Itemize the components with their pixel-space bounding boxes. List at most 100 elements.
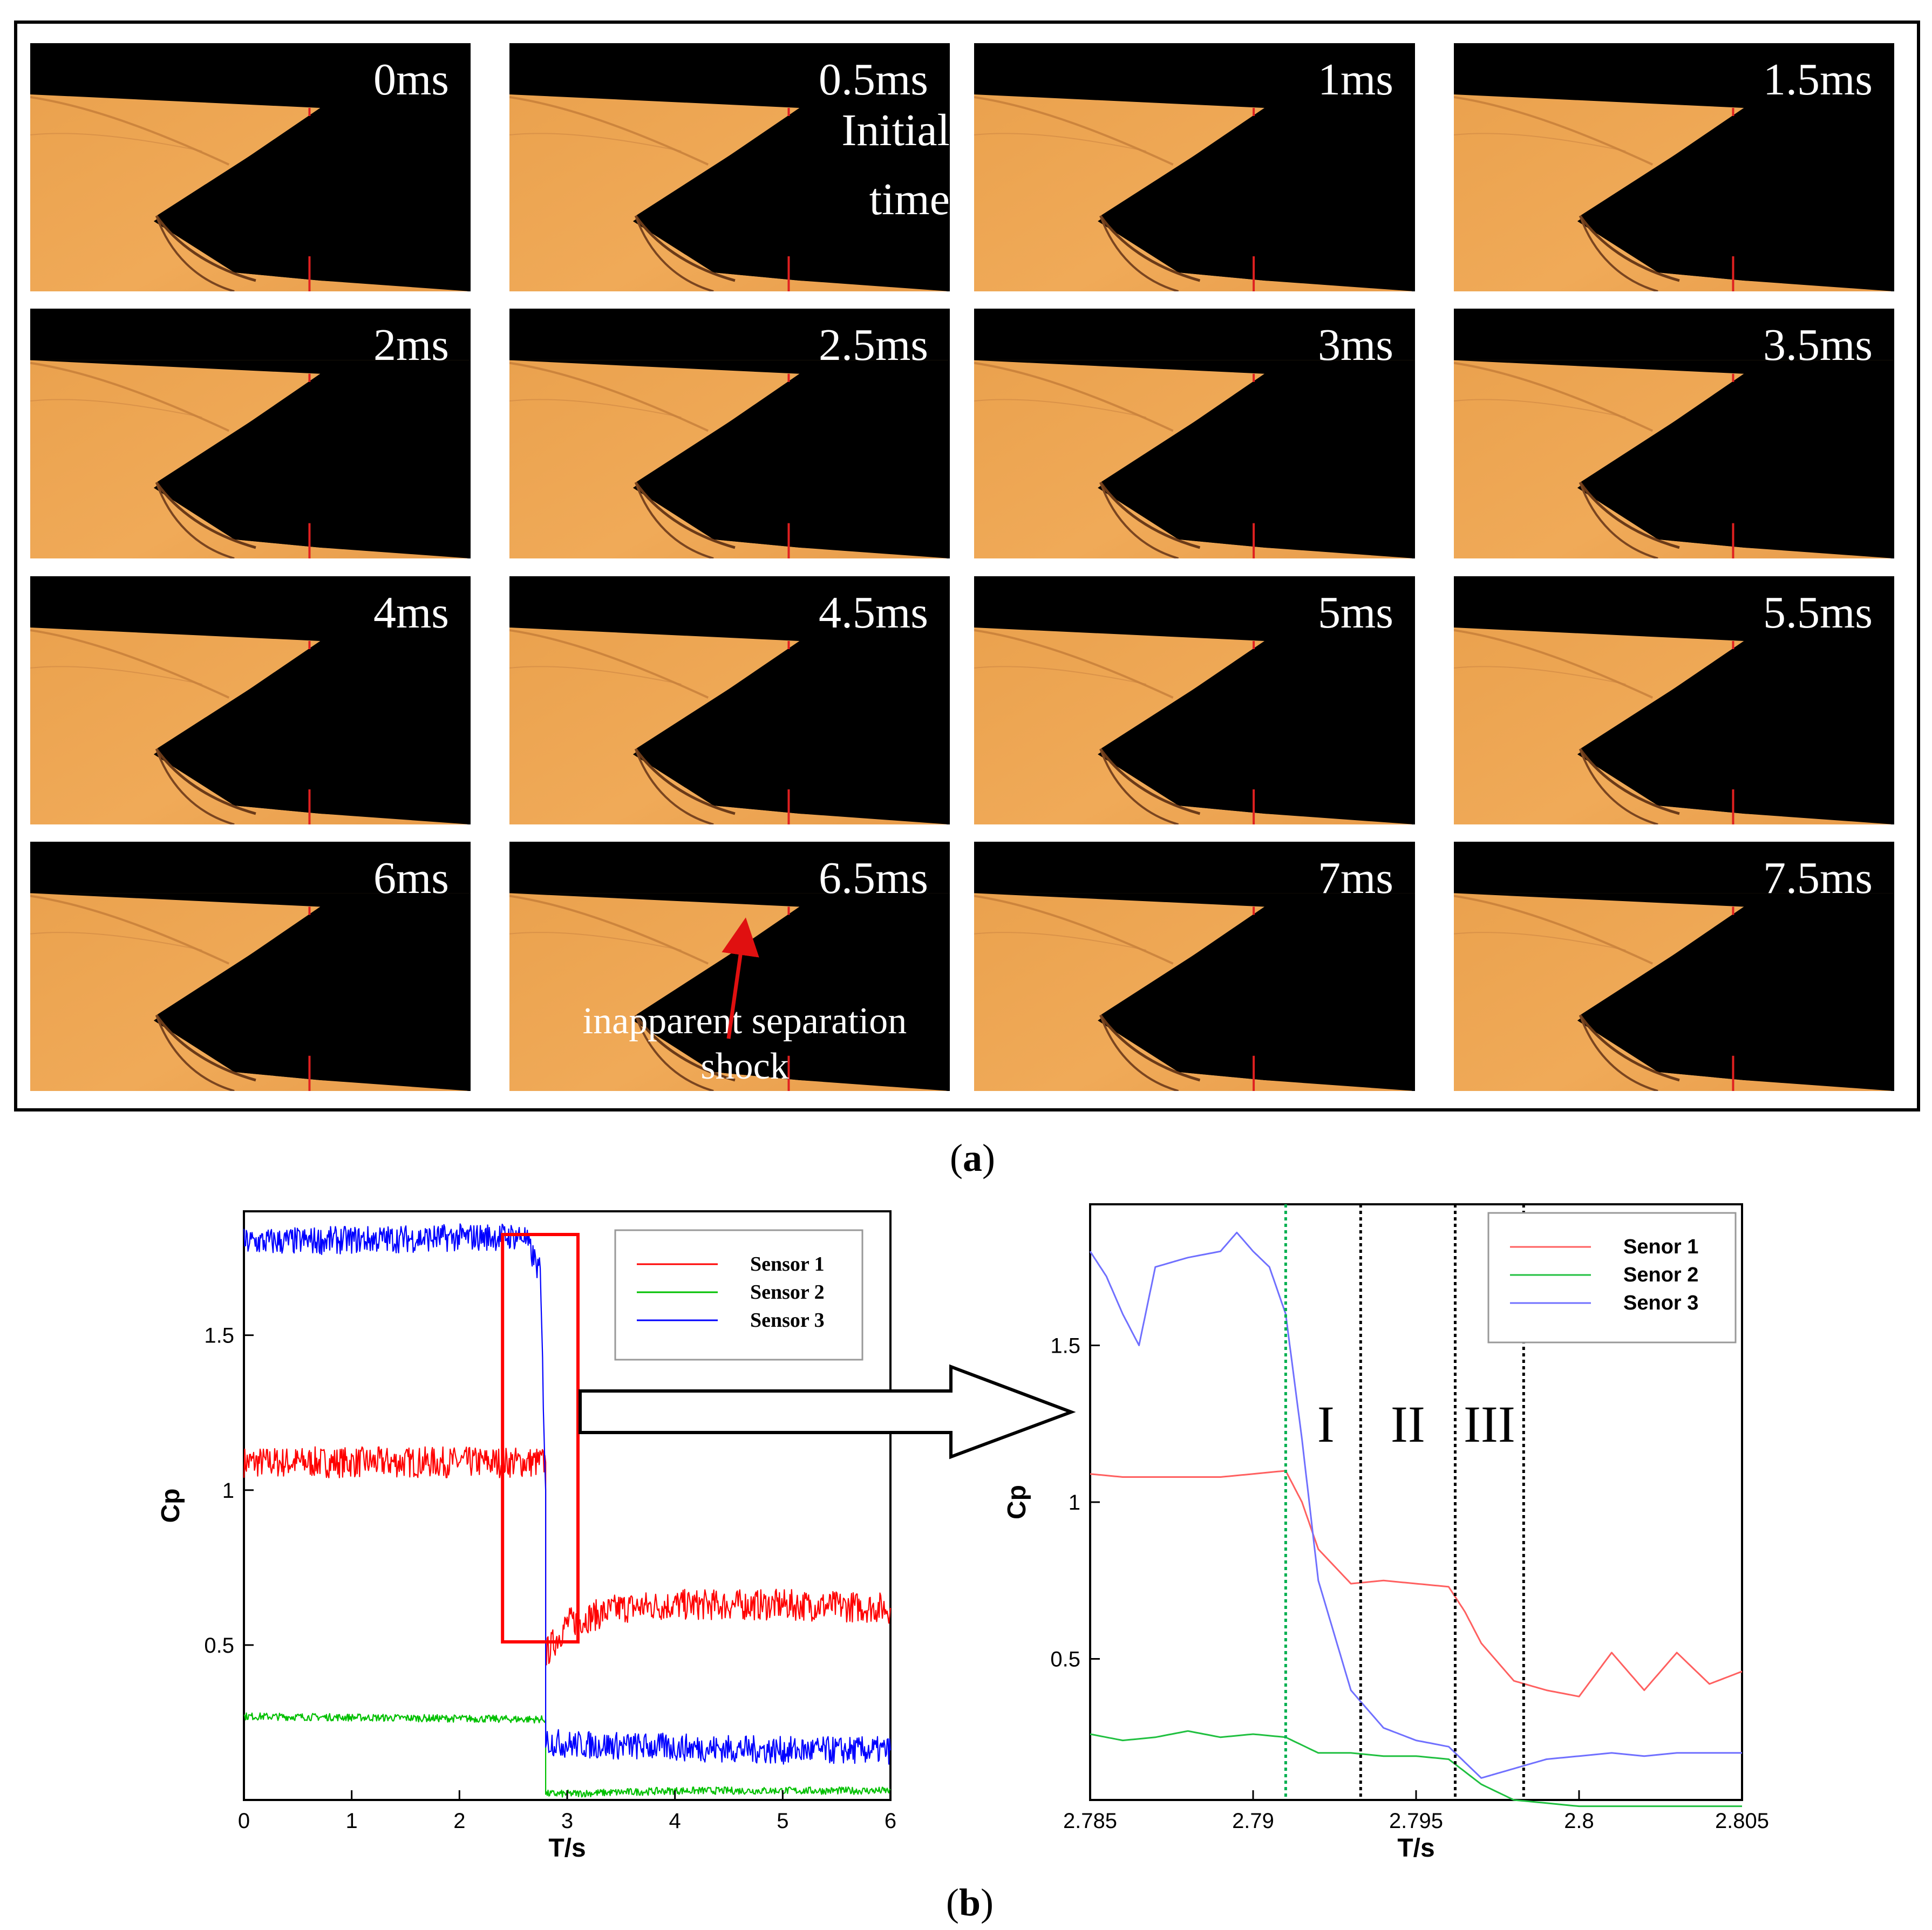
y-tick-label: 0.5 (204, 1634, 234, 1658)
legend-label: Sensor 3 (750, 1309, 825, 1332)
x-tick-label: 2.79 (1232, 1809, 1274, 1833)
schlieren-frame: 7.5ms (1454, 842, 1894, 1091)
schlieren-frame: 4ms (30, 576, 471, 824)
frame-time-label: 5.5ms (1763, 588, 1873, 638)
x-axis-label: T/s (548, 1834, 586, 1863)
y-axis-label: Cp (157, 1489, 185, 1523)
series-line-1 (1090, 1470, 1743, 1697)
x-tick-label: 2.795 (1389, 1809, 1443, 1833)
annotation-line2: shock (700, 1046, 789, 1087)
region-label: II (1391, 1395, 1425, 1453)
frame-time-label: 0.5ms (818, 54, 928, 105)
x-tick-label: 2.8 (1564, 1809, 1594, 1833)
zoom-arrow-icon (579, 1364, 1076, 1460)
schlieren-image (1454, 576, 1894, 824)
schlieren-image (974, 576, 1415, 824)
schlieren-frame: 6.5ms (509, 842, 950, 1091)
x-tick-label: 2.805 (1715, 1809, 1769, 1833)
legend-box (1487, 1212, 1737, 1344)
frame-time-label: 3ms (1317, 320, 1393, 370)
legend-label: Senor 1 (1623, 1236, 1698, 1258)
y-tick-label: 1 (222, 1479, 234, 1503)
frame-time-label: 0ms (373, 54, 449, 105)
zoom-highlight-box (501, 1233, 580, 1643)
legend-box (614, 1229, 863, 1361)
y-axis-label: Cp (1003, 1485, 1031, 1519)
x-tick-label: 2 (453, 1809, 465, 1833)
schlieren-frame: 2.5ms (509, 309, 950, 558)
initial-time-line1: Initial (841, 105, 950, 155)
schlieren-frame: 1ms (974, 43, 1415, 291)
schlieren-frame: 2ms (30, 309, 471, 558)
initial-time-line2: time (869, 174, 950, 224)
frame-time-label: 5ms (1317, 588, 1393, 638)
panel-b-letter: b (958, 1881, 981, 1924)
schlieren-frame: 7ms (974, 842, 1415, 1091)
series-line-1 (243, 1446, 892, 1666)
schlieren-frame: 5.5ms (1454, 576, 1894, 824)
schlieren-image (974, 43, 1415, 291)
x-tick-label: 6 (885, 1809, 896, 1833)
schlieren-image (509, 842, 950, 1091)
frame-time-label: 1ms (1317, 54, 1393, 105)
schlieren-image (30, 43, 471, 291)
x-tick-label: 1 (346, 1809, 358, 1833)
frame-time-label: 2ms (373, 320, 449, 370)
x-tick-label: 4 (669, 1809, 681, 1833)
schlieren-frame: 5ms (974, 576, 1415, 824)
red-arrow-icon (722, 917, 759, 1039)
x-tick-label: 3 (561, 1809, 573, 1833)
legend-label: Senor 3 (1623, 1292, 1698, 1314)
panel-a-caption: (a) (950, 1136, 995, 1179)
frame-time-label: 4ms (373, 588, 449, 638)
x-tick-label: 5 (777, 1809, 788, 1833)
frame-time-label: 6.5ms (818, 853, 928, 903)
panel-b-caption: (b) (946, 1881, 994, 1924)
frame-time-label: 4.5ms (818, 588, 928, 638)
schlieren-image (974, 309, 1415, 558)
schlieren-image (30, 842, 471, 1091)
schlieren-image (1454, 309, 1894, 558)
frame-time-label: 6ms (373, 853, 449, 903)
y-tick-label: 1 (1069, 1491, 1080, 1515)
schlieren-image (509, 309, 950, 558)
legend-label: Sensor 2 (750, 1281, 825, 1304)
schlieren-image (509, 576, 950, 824)
region-label: I (1317, 1395, 1335, 1453)
x-tick-label: 0 (238, 1809, 250, 1833)
legend-label: Senor 2 (1623, 1264, 1698, 1286)
schlieren-image (30, 576, 471, 824)
schlieren-image (1454, 43, 1894, 291)
frame-time-label: 7.5ms (1763, 853, 1873, 903)
annotation-line1: inapparent separation (582, 1000, 907, 1042)
schlieren-frame: 0.5ms (509, 43, 950, 291)
frame-time-label: 2.5ms (818, 320, 928, 370)
series-line-2 (1090, 1730, 1742, 1808)
schlieren-frame: 3ms (974, 309, 1415, 558)
x-axis-label: T/s (1397, 1834, 1434, 1863)
panel-a-letter: a (962, 1136, 982, 1179)
schlieren-image (974, 842, 1415, 1091)
series-line-3 (1089, 1231, 1742, 1779)
frame-time-label: 3.5ms (1763, 320, 1873, 370)
x-tick-label: 2.785 (1063, 1809, 1117, 1833)
schlieren-frame: 1.5ms (1454, 43, 1894, 291)
y-tick-label: 1.5 (1050, 1334, 1080, 1358)
schlieren-image (1454, 842, 1894, 1091)
schlieren-image (30, 309, 471, 558)
schlieren-image (509, 43, 950, 291)
schlieren-frame: 0ms (30, 43, 471, 291)
schlieren-frame: 6ms (30, 842, 471, 1091)
region-label: III (1464, 1395, 1515, 1453)
legend-label: Sensor 1 (750, 1253, 825, 1276)
initial-time-label: Initial time (820, 108, 950, 222)
frame-time-label: 1.5ms (1763, 54, 1873, 105)
separation-shock-annotation: inapparent separation shock (556, 1002, 934, 1086)
y-tick-label: 1.5 (204, 1324, 234, 1348)
y-tick-label: 0.5 (1050, 1648, 1080, 1672)
series-line-3 (243, 1223, 892, 1765)
schlieren-frame: 4.5ms (509, 576, 950, 824)
frame-time-label: 7ms (1317, 853, 1393, 903)
